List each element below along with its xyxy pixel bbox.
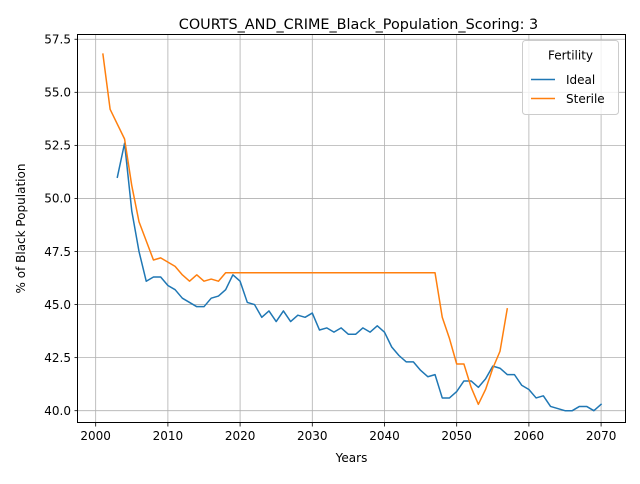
y-tick-label: 45.0: [44, 298, 71, 312]
y-tick-label: 40.0: [44, 404, 71, 418]
x-tick-label: 2060: [514, 429, 545, 443]
legend: Fertility Ideal Sterile: [522, 40, 619, 115]
legend-title: Fertility: [548, 49, 593, 63]
x-tick-label: 2070: [586, 429, 617, 443]
x-tick-label: 2040: [369, 429, 400, 443]
y-axis-label: % of Black Population: [14, 164, 28, 294]
x-axis-label: Years: [335, 451, 368, 465]
x-axis: 2000 2010 2020 2030 2040 2050 2060 2070: [80, 423, 616, 443]
y-tick-label: 50.0: [44, 192, 71, 206]
series-layer: [102, 53, 603, 412]
y-tick-label: 47.5: [44, 245, 71, 259]
x-tick-label: 2050: [441, 429, 472, 443]
y-tick-label: 52.5: [44, 139, 71, 153]
x-tick-label: 2010: [153, 429, 184, 443]
x-tick-label: 2020: [225, 429, 256, 443]
plot-frame: [77, 34, 626, 423]
x-tick-label: 2000: [80, 429, 111, 443]
legend-label-ideal: Ideal: [566, 73, 595, 87]
y-tick-label: 57.5: [44, 33, 71, 47]
y-axis: 40.0 42.5 45.0 47.5 50.0 52.5 55.0 57.5: [44, 33, 78, 418]
series-line-sterile: [102, 53, 509, 406]
legend-label-sterile: Sterile: [566, 92, 605, 106]
series-line-ideal: [116, 142, 603, 412]
y-tick-label: 55.0: [44, 86, 71, 100]
chart-title: COURTS_AND_CRIME_Black_Population_Scorin…: [179, 17, 538, 33]
x-tick-label: 2030: [297, 429, 328, 443]
y-tick-label: 42.5: [44, 351, 71, 365]
legend-box: [522, 40, 619, 115]
gridlines: [78, 35, 626, 423]
